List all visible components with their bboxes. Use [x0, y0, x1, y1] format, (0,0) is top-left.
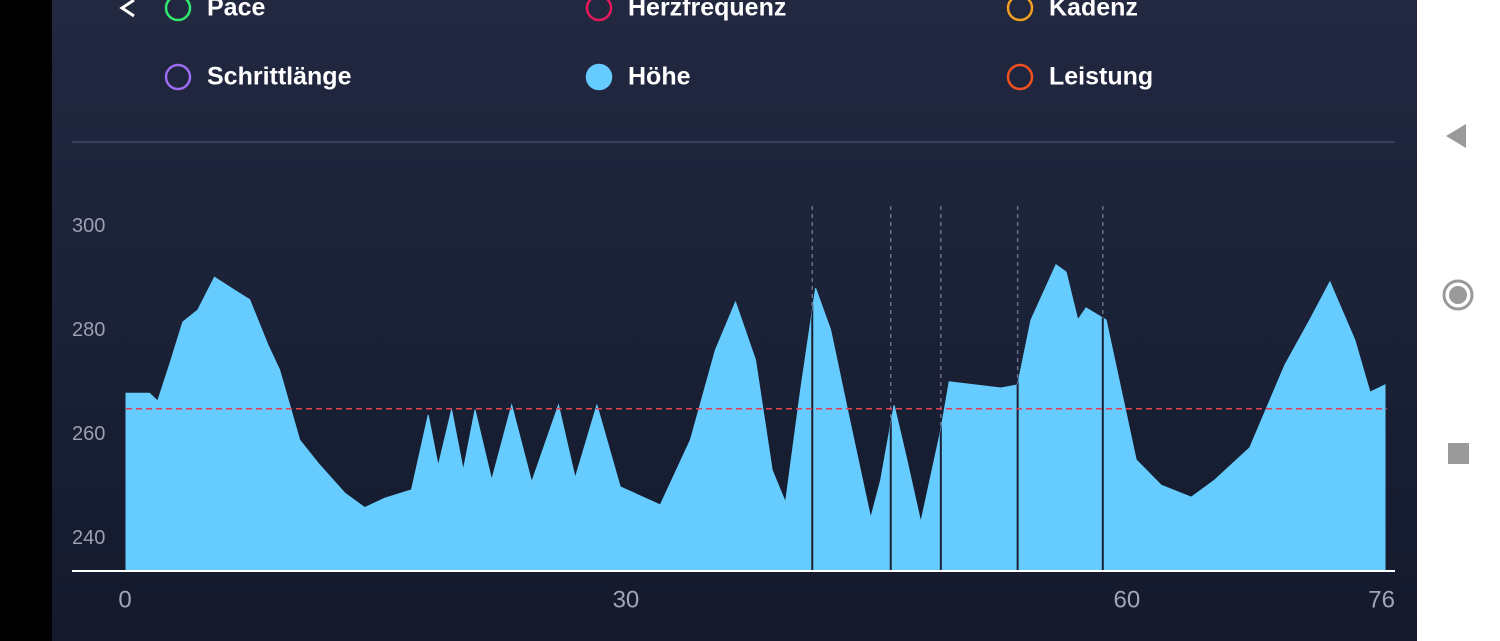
legend-marker[interactable] — [585, 63, 613, 91]
y-tick-label: 300 — [72, 215, 105, 237]
legend-label[interactable]: Schrittlänge — [207, 63, 352, 91]
nav-recent[interactable] — [1448, 443, 1469, 464]
chart: 240 260 280 300 0 30 60 76 — [72, 206, 1395, 613]
legend-label[interactable]: Herzfrequenz — [628, 0, 786, 22]
x-tick-label: 76 — [1368, 586, 1395, 613]
nav-bar — [1417, 0, 1500, 641]
legend-label[interactable]: Leistung — [1049, 63, 1153, 91]
nav-home-dot — [1449, 286, 1467, 304]
nav-home[interactable] — [1442, 279, 1474, 311]
x-tick-label: 60 — [1113, 586, 1140, 613]
nav-back[interactable] — [1446, 124, 1466, 148]
legend-label[interactable]: Pace — [207, 0, 265, 22]
legend-label[interactable]: Kadenz — [1049, 0, 1138, 22]
x-tick-label: 0 — [118, 586, 131, 613]
y-tick-label: 260 — [72, 423, 105, 445]
back-arrow[interactable] — [119, 0, 135, 18]
legend-label[interactable]: Höhe — [628, 63, 691, 91]
legend-marker[interactable] — [164, 63, 192, 91]
y-tick-label: 280 — [72, 319, 105, 341]
legend-marker[interactable] — [164, 0, 192, 22]
legend: Pace Herzfrequenz Kadenz Schrittlänge Höhe Le… — [164, 0, 1153, 91]
x-tick-label: 30 — [613, 586, 640, 613]
y-tick-label: 240 — [72, 527, 105, 549]
legend-marker[interactable] — [1006, 63, 1034, 91]
elevation-area — [125, 264, 1386, 571]
legend-marker[interactable] — [585, 0, 613, 22]
left-edge — [0, 0, 52, 641]
legend-marker[interactable] — [1006, 0, 1034, 22]
